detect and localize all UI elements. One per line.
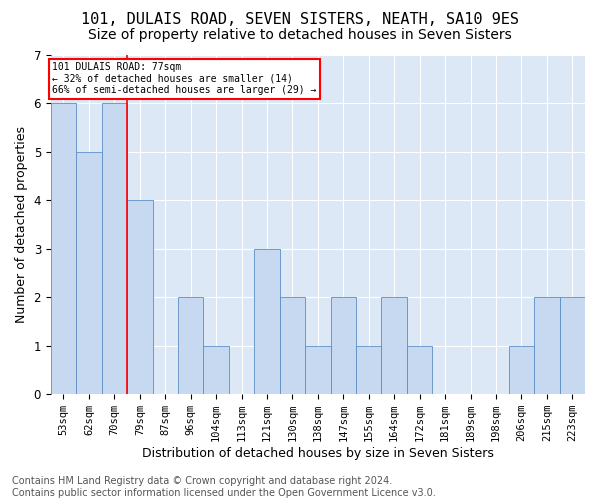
Bar	[356, 346, 382, 394]
Bar	[509, 346, 534, 394]
Bar	[178, 298, 203, 394]
Bar	[534, 298, 560, 394]
Bar	[127, 200, 152, 394]
X-axis label: Distribution of detached houses by size in Seven Sisters: Distribution of detached houses by size …	[142, 447, 494, 460]
Text: 101 DULAIS ROAD: 77sqm
← 32% of detached houses are smaller (14)
66% of semi-det: 101 DULAIS ROAD: 77sqm ← 32% of detached…	[52, 62, 316, 96]
Bar	[331, 298, 356, 394]
Bar	[51, 104, 76, 394]
Bar	[101, 104, 127, 394]
Bar	[280, 298, 305, 394]
Text: Contains HM Land Registry data © Crown copyright and database right 2024.
Contai: Contains HM Land Registry data © Crown c…	[12, 476, 436, 498]
Bar	[560, 298, 585, 394]
Bar	[407, 346, 433, 394]
Text: Size of property relative to detached houses in Seven Sisters: Size of property relative to detached ho…	[88, 28, 512, 42]
Bar	[254, 249, 280, 394]
Bar	[76, 152, 101, 394]
Text: 101, DULAIS ROAD, SEVEN SISTERS, NEATH, SA10 9ES: 101, DULAIS ROAD, SEVEN SISTERS, NEATH, …	[81, 12, 519, 28]
Bar	[203, 346, 229, 394]
Bar	[305, 346, 331, 394]
Y-axis label: Number of detached properties: Number of detached properties	[15, 126, 28, 323]
Bar	[382, 298, 407, 394]
